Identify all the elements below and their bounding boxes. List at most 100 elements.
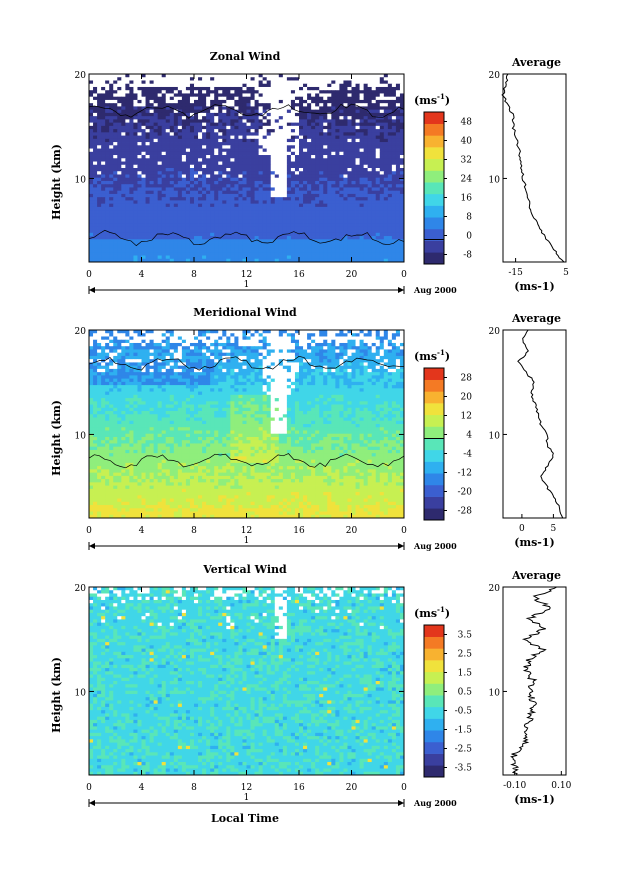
heatmap-cell <box>121 99 126 104</box>
heatmap-cell <box>238 96 243 101</box>
heatmap-cell <box>242 206 247 211</box>
heatmap-cell <box>266 93 272 98</box>
heatmap-cell <box>222 109 227 114</box>
heatmap-cell <box>343 184 348 188</box>
heatmap-cell <box>311 203 316 208</box>
heatmap-cell <box>351 164 356 169</box>
heatmap-cell <box>250 229 255 234</box>
heatmap-cell <box>278 142 284 146</box>
heatmap-cell <box>133 219 138 224</box>
heatmap-cell <box>282 226 288 230</box>
heatmap-cell <box>286 158 292 162</box>
heatmap-cell <box>189 242 195 247</box>
heatmap-cell <box>311 158 316 162</box>
heatmap-cell <box>181 151 187 156</box>
heatmap-cell <box>343 151 348 156</box>
heatmap-cell <box>173 210 179 214</box>
heatmap-cell <box>399 80 405 85</box>
heatmap-cell <box>165 216 171 221</box>
heatmap-cell <box>169 80 175 85</box>
heatmap-cell <box>234 339 239 344</box>
heatmap-cell <box>165 83 171 88</box>
heatmap-cell <box>206 203 211 208</box>
heatmap-cell <box>371 106 377 111</box>
heatmap-cell <box>226 200 231 205</box>
heatmap-cell <box>246 339 251 344</box>
heatmap-cell <box>274 135 280 140</box>
heatmap-cell <box>185 96 191 101</box>
heatmap-cell <box>383 125 389 130</box>
heatmap-cell <box>254 96 260 101</box>
heatmap-cell <box>157 342 163 347</box>
heatmap-cell <box>327 255 332 260</box>
heatmap-cell <box>206 193 211 198</box>
heatmap-cell <box>262 213 268 218</box>
heatmap-cell <box>169 255 175 260</box>
heatmap-cell <box>359 83 365 88</box>
heatmap-cell <box>335 219 340 224</box>
heatmap-cell <box>89 200 94 205</box>
heatmap-cell <box>93 249 98 253</box>
heatmap-cell <box>109 177 114 182</box>
heatmap-cell <box>121 155 126 159</box>
heatmap-cell <box>226 184 231 188</box>
heatmap-cell <box>89 177 94 182</box>
heatmap-cell <box>258 164 264 169</box>
heatmap-cell <box>133 232 138 237</box>
heatmap-cell <box>238 206 243 211</box>
heatmap-cell <box>153 93 159 98</box>
heatmap-cell <box>173 129 179 133</box>
heatmap-cell <box>343 135 348 140</box>
heatmap-cell <box>315 239 320 243</box>
heatmap-cell <box>359 96 365 101</box>
heatmap-cell <box>391 148 397 153</box>
heatmap-cell <box>113 93 118 98</box>
heatmap-cell <box>157 99 163 104</box>
heatmap-cell <box>395 184 401 188</box>
heatmap-cell <box>222 145 227 149</box>
heatmap-cell <box>202 239 207 243</box>
heatmap-cell <box>117 200 122 205</box>
heatmap-cell <box>254 229 260 234</box>
heatmap-cell <box>299 342 304 347</box>
heatmap-cell <box>238 174 243 179</box>
heatmap-cell <box>157 174 163 179</box>
heatmap-cell <box>311 119 316 124</box>
heatmap-cell <box>145 112 150 117</box>
heatmap-cell <box>327 90 332 94</box>
heatmap-cell <box>335 148 340 153</box>
heatmap-cell <box>315 96 320 101</box>
heatmap-cell <box>375 138 381 143</box>
heatmap-cell <box>173 239 179 243</box>
heatmap-cell <box>157 249 163 253</box>
heatmap-cell <box>299 197 304 201</box>
heatmap-cell <box>339 236 344 240</box>
heatmap-cell <box>351 171 356 175</box>
heatmap-cell <box>270 210 276 214</box>
heatmap-cell <box>339 197 344 201</box>
heatmap-cell <box>133 190 138 195</box>
heatmap-cell <box>189 333 195 337</box>
heatmap-cell <box>89 125 94 130</box>
heatmap-cell <box>375 148 381 153</box>
heatmap-cell <box>153 155 159 159</box>
heatmap-cell <box>339 219 344 224</box>
heatmap-cell <box>246 333 251 337</box>
heatmap-cell <box>189 148 195 153</box>
heatmap-cell <box>278 96 284 101</box>
heatmap-cell <box>161 148 167 153</box>
heatmap-cell <box>290 106 296 111</box>
heatmap-cell <box>113 151 118 156</box>
heatmap-cell <box>194 190 199 195</box>
heatmap-cell <box>343 109 348 114</box>
heatmap-cell <box>113 96 118 101</box>
heatmap-cell <box>286 232 292 237</box>
heatmap-cell <box>246 129 251 133</box>
heatmap-cell <box>105 184 110 188</box>
heatmap-cell <box>181 119 187 124</box>
heatmap-cell <box>206 223 211 227</box>
heatmap-cell <box>351 106 356 111</box>
heatmap-cell <box>258 333 264 337</box>
heatmap-cell <box>177 168 183 172</box>
heatmap-cell <box>238 168 243 172</box>
